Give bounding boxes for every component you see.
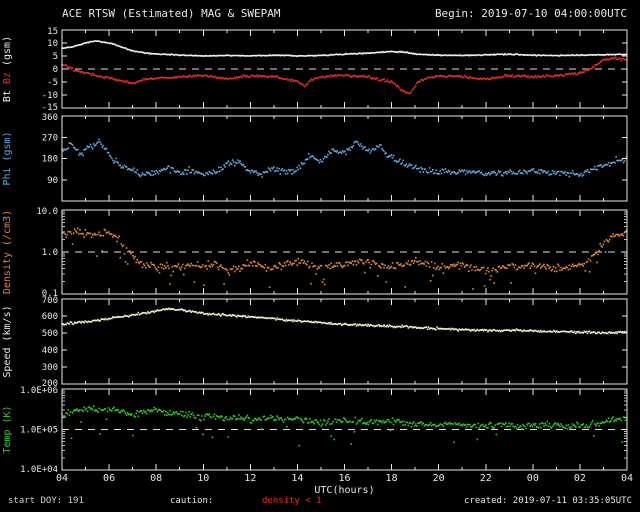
series-Temp	[61, 405, 628, 447]
svg-text:0.1: 0.1	[42, 289, 58, 299]
svg-text:270: 270	[42, 133, 58, 143]
y-axis-label-phi: Phi(gsm)	[2, 131, 13, 185]
series-Density	[61, 227, 628, 290]
svg-text:14: 14	[291, 473, 303, 484]
svg-text:-15: -15	[42, 103, 58, 113]
caution-density-value: density < 1	[262, 496, 322, 506]
svg-text:600: 600	[42, 312, 58, 322]
svg-text:90: 90	[47, 176, 58, 186]
x-axis: 04 06 08 10 12 14 16 18 20 22 00 02 04 UTC(hours)	[56, 473, 633, 496]
svg-text:5: 5	[53, 52, 58, 62]
svg-text:04: 04	[621, 473, 633, 484]
svg-text:22: 22	[480, 473, 492, 484]
y-axis-label-temp: Temp(K)	[2, 405, 13, 453]
svg-text:1.0E+04: 1.0E+04	[20, 465, 58, 475]
panel-speed: 700 600 500 400 300 200 Speed(km/s)	[2, 296, 628, 389]
svg-text:0: 0	[53, 65, 58, 75]
caution-label: caution:	[170, 496, 214, 506]
svg-text:18: 18	[386, 473, 398, 484]
series-Phi	[61, 138, 628, 178]
svg-text:12: 12	[244, 473, 256, 484]
svg-text:20: 20	[433, 473, 445, 484]
svg-text:00: 00	[527, 473, 539, 484]
panel-phi: 360 270 180 90 Phi(gsm)	[2, 113, 628, 202]
svg-text:1.0E+05: 1.0E+05	[20, 426, 58, 436]
svg-text:06: 06	[103, 473, 115, 484]
svg-text:04: 04	[56, 473, 68, 484]
series-Bt	[61, 40, 628, 58]
y-axis-label-speed: Speed(km/s)	[2, 305, 13, 377]
svg-text:200: 200	[42, 379, 58, 389]
y-axis-label-density: Density(/cm3)	[2, 210, 13, 294]
svg-text:08: 08	[150, 473, 162, 484]
svg-text:1.0E+06: 1.0E+06	[20, 386, 58, 396]
svg-text:10: 10	[47, 39, 58, 49]
panel-bt-bz: 15 10 5 0 -5 -10 -15 BtBz(gsm)	[2, 27, 628, 113]
panel-temp: 1.0E+06 1.0E+05 1.0E+04 Temp(K)	[2, 386, 628, 475]
created-timestamp: created: 2019-07-11 03:35:05UTC	[464, 496, 632, 506]
svg-text:500: 500	[42, 329, 58, 339]
start-doy-label: start DOY: 191	[8, 496, 84, 506]
series-Bz	[61, 56, 628, 95]
svg-text:16: 16	[338, 473, 350, 484]
svg-text:180: 180	[42, 155, 58, 165]
panel-density: 10.0 1.0 0.1 Density(/cm3)	[2, 207, 628, 299]
svg-text:1.0: 1.0	[42, 248, 58, 258]
svg-text:-10: -10	[42, 91, 58, 101]
svg-text:360: 360	[42, 113, 58, 123]
svg-text:-5: -5	[47, 78, 58, 88]
svg-text:15: 15	[47, 27, 58, 37]
svg-text:02: 02	[574, 473, 586, 484]
series-Speed	[61, 307, 628, 335]
y-axis-label-bt-bz: BtBz(gsm)	[2, 36, 13, 102]
chart-begin-time: Begin: 2019-07-10 04:00:00UTC	[434, 7, 627, 20]
svg-text:10: 10	[197, 473, 209, 484]
svg-text:700: 700	[42, 296, 58, 306]
svg-text:400: 400	[42, 346, 58, 356]
svg-text:10.0: 10.0	[36, 207, 58, 217]
x-axis-title: UTC(hours)	[314, 485, 374, 496]
chart-title: ACE RTSW (Estimated) MAG & SWEPAM	[62, 7, 281, 20]
svg-text:300: 300	[42, 363, 58, 373]
